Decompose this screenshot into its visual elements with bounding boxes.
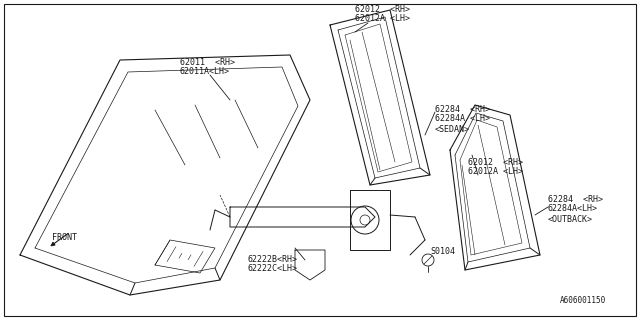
Text: FRONT: FRONT [52,233,77,242]
Text: 62222C<LH>: 62222C<LH> [248,264,298,273]
Text: 62284  <RH>: 62284 <RH> [435,105,490,114]
Text: 62284A <LH>: 62284A <LH> [435,114,490,123]
Text: 62012A <LH>: 62012A <LH> [355,14,410,23]
Text: <OUTBACK>: <OUTBACK> [548,215,593,224]
Text: 62011A<LH>: 62011A<LH> [180,67,230,76]
Text: 62011  <RH>: 62011 <RH> [180,58,235,67]
Text: S0104: S0104 [430,247,455,256]
Text: 62284A<LH>: 62284A<LH> [548,204,598,213]
Text: 62284  <RH>: 62284 <RH> [548,195,603,204]
Text: 62012A <LH>: 62012A <LH> [468,167,523,176]
Text: <SEDAN>: <SEDAN> [435,125,470,134]
Text: 62222B<RH>: 62222B<RH> [248,255,298,264]
Text: 62012  <RH>: 62012 <RH> [355,5,410,14]
Text: 62012  <RH>: 62012 <RH> [468,158,523,167]
Text: A606001150: A606001150 [560,296,606,305]
